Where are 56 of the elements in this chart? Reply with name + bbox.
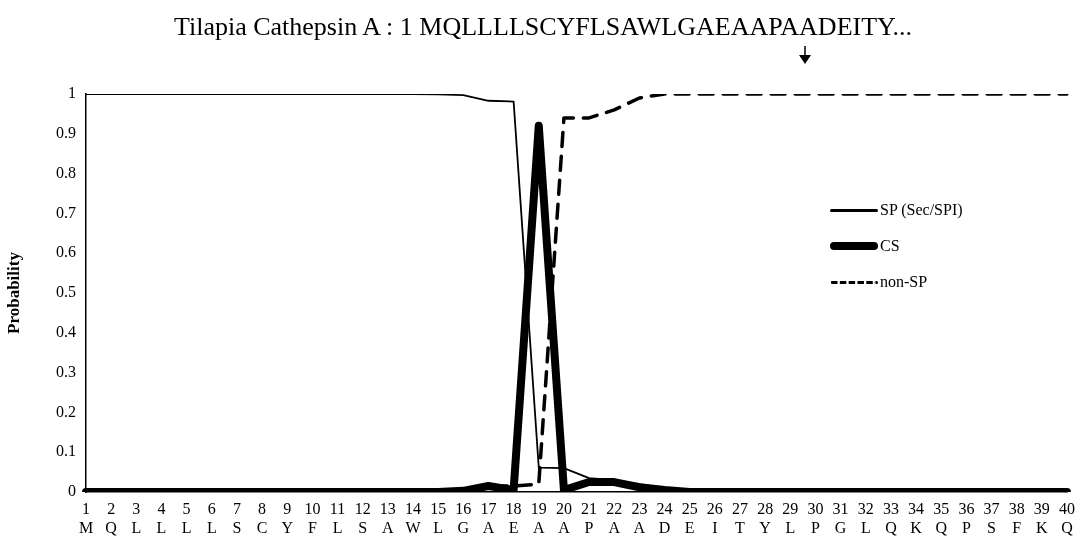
y-tick-label: 0.9 — [56, 124, 76, 141]
x-tick-label: 28 Y — [757, 499, 774, 536]
x-tick-label: 26 I — [706, 499, 723, 536]
x-tick-label: 30 P — [807, 499, 824, 536]
x-tick-label: 9 Y — [281, 499, 294, 536]
x-tick-label: 35 Q — [933, 499, 950, 536]
x-tick-label: 8 C — [256, 499, 268, 536]
x-tick-label: 16 G — [455, 499, 472, 536]
legend-label: CS — [880, 237, 900, 255]
x-tick-label: 19 A — [530, 499, 547, 536]
x-tick-label: 23 A — [631, 499, 648, 536]
x-tick-label: 14 W — [405, 499, 422, 536]
x-tick-label: 18 E — [505, 499, 522, 536]
x-tick-label: 37 S — [983, 499, 1000, 536]
x-tick-label: 38 F — [1008, 499, 1025, 536]
y-axis-title: Probability — [3, 251, 23, 334]
y-tick-label: 0.1 — [56, 442, 76, 460]
x-tick-label: 6 L — [206, 499, 217, 536]
y-tick-label: 0.8 — [56, 163, 76, 181]
x-tick-label: 12 S — [354, 499, 371, 536]
x-tick-label: 3 L — [131, 499, 142, 536]
legend-label: SP (Sec/SPI) — [880, 201, 963, 219]
x-tick-label: 2 Q — [105, 499, 118, 536]
x-tick-label: 11 L — [329, 499, 346, 536]
x-tick-label: 31 G — [832, 499, 849, 536]
x-tick-label: 24 D — [656, 499, 673, 536]
x-tick-label: 27 T — [732, 499, 748, 536]
y-tick-label: 0.4 — [56, 323, 76, 340]
x-tick-label: 21 P — [581, 499, 598, 536]
x-tick-label: 20 A — [555, 499, 572, 536]
x-tick-label: 15 L — [430, 499, 447, 536]
y-tick-label: 0.3 — [56, 362, 76, 380]
x-tick-label: 7 S — [232, 499, 242, 536]
x-tick-label: 13 A — [379, 499, 396, 536]
x-tick-label: 32 L — [857, 499, 874, 536]
x-tick-label: 5 L — [181, 499, 192, 536]
x-tick-label: 25 E — [681, 499, 698, 536]
y-tick-label: 0.6 — [56, 243, 76, 261]
x-tick-label: 22 A — [606, 499, 623, 536]
x-tick-label: 39 K — [1033, 499, 1050, 536]
y-tick-label: 0.5 — [56, 283, 76, 301]
x-tick-label: 34 K — [908, 499, 925, 536]
y-tick-label: 0.2 — [56, 402, 76, 420]
x-tick-label: 40 Q — [1059, 499, 1075, 536]
x-tick-label: 29 L — [782, 499, 799, 536]
y-tick-label: 1 — [68, 84, 76, 102]
y-tick-label: 0 — [68, 482, 76, 500]
legend-label: non-SP — [880, 273, 928, 291]
x-tick-label: 36 P — [958, 499, 975, 536]
chart-title: Tilapia Cathepsin A : 1 MQLLLLSCYFLSAWLGAEAAPAADEITY... — [173, 12, 913, 42]
x-tick-label: 17 A — [480, 499, 497, 536]
x-tick-label: 10 F — [304, 499, 321, 536]
x-tick-label: 1 M — [78, 499, 94, 536]
x-tick-label: 4 L — [156, 499, 167, 536]
x-tick-label: 33 Q — [882, 499, 899, 536]
y-tick-label: 0.7 — [56, 203, 76, 221]
